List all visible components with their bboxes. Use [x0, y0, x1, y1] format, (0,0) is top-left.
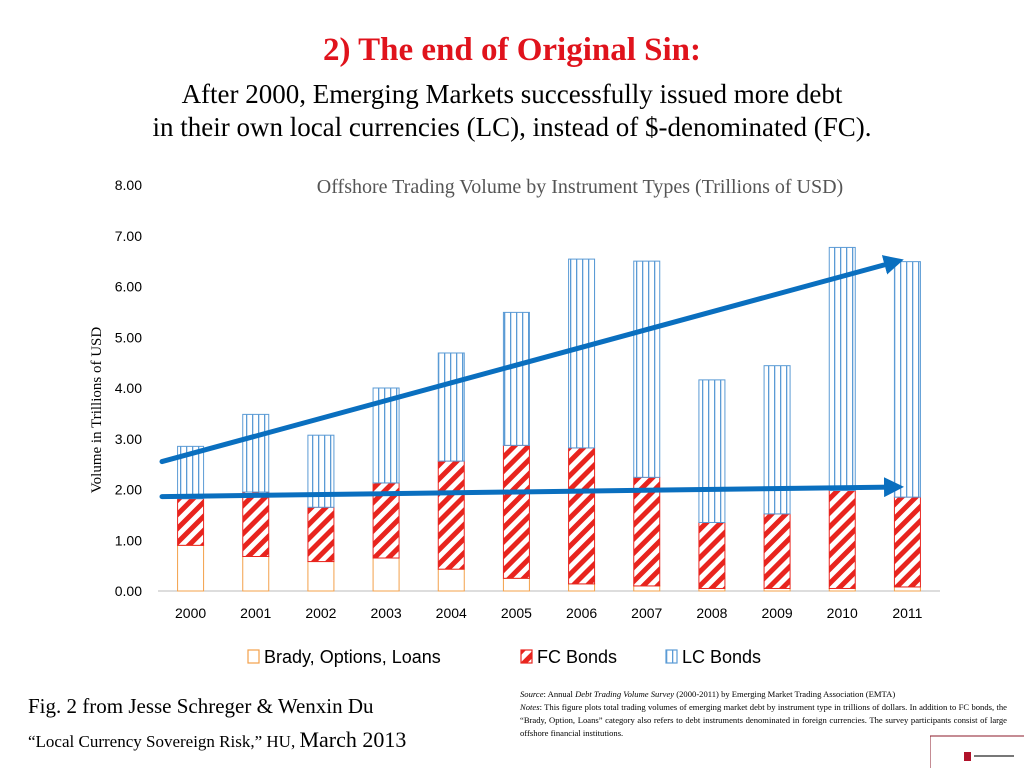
stacked-bar-chart: Offshore Trading Volume by Instrument Ty… — [89, 176, 940, 667]
bar-lc-bonds-2011 — [893, 261, 921, 498]
y-axis-ticks: 0.00 1.00 2.00 3.00 4.00 5.00 6.00 7.00 8.00 — [115, 177, 940, 599]
bar-fc-bonds-2011 — [893, 496, 921, 588]
bar-fc-bonds-2000 — [177, 498, 205, 546]
x-tick-label: 2002 — [305, 605, 336, 621]
subtitle-line-1: After 2000, Emerging Markets successfull… — [181, 79, 843, 109]
y-tick-label: 2.00 — [115, 482, 142, 498]
bar-fc-bonds-2001 — [242, 491, 270, 557]
trend-arrow-1 — [159, 255, 904, 465]
source-text-a: : Annual — [543, 689, 576, 699]
x-tick-label: 2008 — [696, 605, 727, 621]
school-logo-icon — [930, 735, 1024, 768]
x-tick-label: 2007 — [631, 605, 662, 621]
bar-fc-bonds-2007 — [633, 476, 661, 587]
bar-lc-bonds-2006 — [568, 258, 596, 449]
reference-text: “Local Currency Sovereign Risk,” HU, — [28, 732, 296, 751]
slide-subtitle: After 2000, Emerging Markets successfull… — [0, 78, 1024, 144]
legend-swatch — [520, 649, 533, 664]
legend-swatch — [665, 649, 678, 664]
bar-brady-options-loans-2003 — [372, 557, 400, 592]
y-axis-label: Volume in Trillions of USD — [89, 327, 105, 494]
slide-title: 2) The end of Original Sin: — [322, 32, 702, 68]
x-tick-label: 2011 — [892, 605, 922, 621]
bar-brady-options-loans-2011 — [893, 586, 921, 592]
bar-lc-bonds-2005 — [502, 311, 530, 446]
bar-lc-bonds-2010 — [828, 246, 856, 492]
bar-brady-options-loans-2004 — [437, 568, 465, 592]
y-tick-label: 3.00 — [115, 431, 142, 447]
source-text-b: (2000-2011) by Emerging Market Trading A… — [674, 689, 896, 699]
bar-brady-options-loans-2005 — [502, 577, 530, 592]
bar-fc-bonds-2008 — [698, 521, 726, 589]
bar-brady-options-loans-2001 — [242, 555, 270, 592]
chart-legend: Brady, Options, Loans FC Bonds LC Bonds — [247, 647, 761, 667]
x-tick-label: 2001 — [240, 605, 271, 621]
legend-label: LC Bonds — [682, 647, 761, 667]
trend-arrow-2 — [159, 477, 904, 500]
x-tick-label: 2005 — [501, 605, 532, 621]
x-axis-ticks: 2000 2001 2002 2003 2004 2005 2006 2007 2008 2009… — [175, 605, 923, 621]
legend-swatch — [247, 649, 260, 664]
bar-fc-bonds-2009 — [763, 513, 791, 589]
x-tick-label: 2009 — [762, 605, 793, 621]
y-tick-label: 6.00 — [115, 279, 142, 295]
bar-brady-options-loans-2007 — [633, 585, 661, 592]
bar-brady-options-loans-2006 — [568, 583, 596, 592]
y-tick-label: 0.00 — [115, 583, 142, 599]
figure-reference: “Local Currency Sovereign Risk,” HU, Mar… — [28, 727, 406, 755]
source-note: Source: Annual Debt Trading Volume Surve… — [520, 688, 1007, 740]
bar-fc-bonds-2010 — [828, 490, 856, 589]
subtitle-line-2: in their own local currencies (LC), inst… — [152, 112, 872, 142]
y-tick-label: 4.00 — [115, 380, 142, 396]
bar-lc-bonds-2007 — [633, 260, 661, 478]
bar-fc-bonds-2006 — [568, 447, 596, 585]
x-tick-label: 2010 — [827, 605, 858, 621]
bar-fc-bonds-2002 — [307, 506, 335, 563]
notes-label: Notes — [520, 702, 540, 712]
bar-lc-bonds-2001 — [242, 413, 270, 493]
legend-label: FC Bonds — [537, 647, 617, 667]
bar-lc-bonds-2004 — [437, 352, 465, 462]
source-label: Source — [520, 689, 544, 699]
x-tick-label: 2000 — [175, 605, 206, 621]
legend-label: Brady, Options, Loans — [264, 647, 441, 667]
bar-fc-bonds-2004 — [437, 460, 465, 570]
y-tick-label: 1.00 — [115, 532, 142, 548]
x-tick-label: 2006 — [566, 605, 597, 621]
y-tick-label: 8.00 — [115, 177, 142, 193]
bar-brady-options-loans-2000 — [177, 544, 205, 592]
reference-date: March 2013 — [299, 727, 407, 752]
figure-caption: Fig. 2 from Jesse Schreger & Wenxin Du — [28, 694, 374, 718]
x-tick-label: 2004 — [436, 605, 467, 621]
bar-lc-bonds-2008 — [698, 379, 726, 523]
notes-text: : This figure plots total trading volume… — [520, 702, 1007, 738]
bar-lc-bonds-2009 — [763, 365, 791, 515]
x-tick-label: 2003 — [371, 605, 402, 621]
trend-arrows — [159, 255, 904, 500]
chart-title: Offshore Trading Volume by Instrument Ty… — [317, 176, 843, 198]
bar-brady-options-loans-2002 — [307, 561, 335, 592]
y-tick-label: 7.00 — [115, 228, 142, 244]
source-title: Debt Trading Volume Survey — [575, 689, 675, 699]
y-tick-label: 5.00 — [115, 329, 142, 345]
bar-series — [177, 246, 921, 592]
bar-fc-bonds-2005 — [502, 444, 530, 579]
